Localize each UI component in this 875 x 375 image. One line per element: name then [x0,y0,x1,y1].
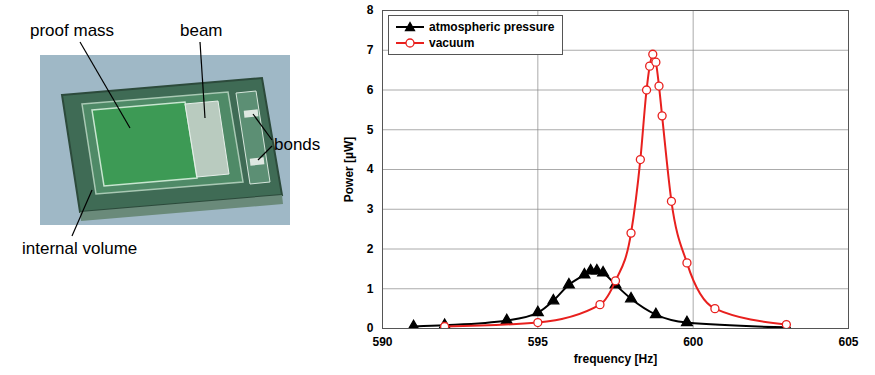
svg-text:proof mass: proof mass [30,21,114,40]
svg-text:bonds: bonds [274,135,320,154]
svg-text:internal volume: internal volume [22,239,137,258]
html-text:atmospheric pressure: atmospheric pressure [429,20,555,34]
svg-text:7: 7 [367,43,374,57]
svg-text:4: 4 [367,162,374,176]
svg-text:605: 605 [838,335,858,349]
svg-text:Power [µW]: Power [µW] [342,137,356,203]
svg-text:beam: beam [180,21,223,40]
svg-text:frequency [Hz]: frequency [Hz] [574,352,657,366]
svg-text:6: 6 [367,83,374,97]
svg-text:5: 5 [367,123,374,137]
svg-text:595: 595 [528,335,548,349]
svg-text:600: 600 [683,335,703,349]
svg-text:0: 0 [367,321,374,335]
html-text:vacuum: vacuum [429,36,475,50]
svg-text:1: 1 [367,282,374,296]
svg-text:2: 2 [367,242,374,256]
svg-text:3: 3 [367,202,374,216]
svg-text:590: 590 [372,335,392,349]
svg-text:8: 8 [367,3,374,17]
